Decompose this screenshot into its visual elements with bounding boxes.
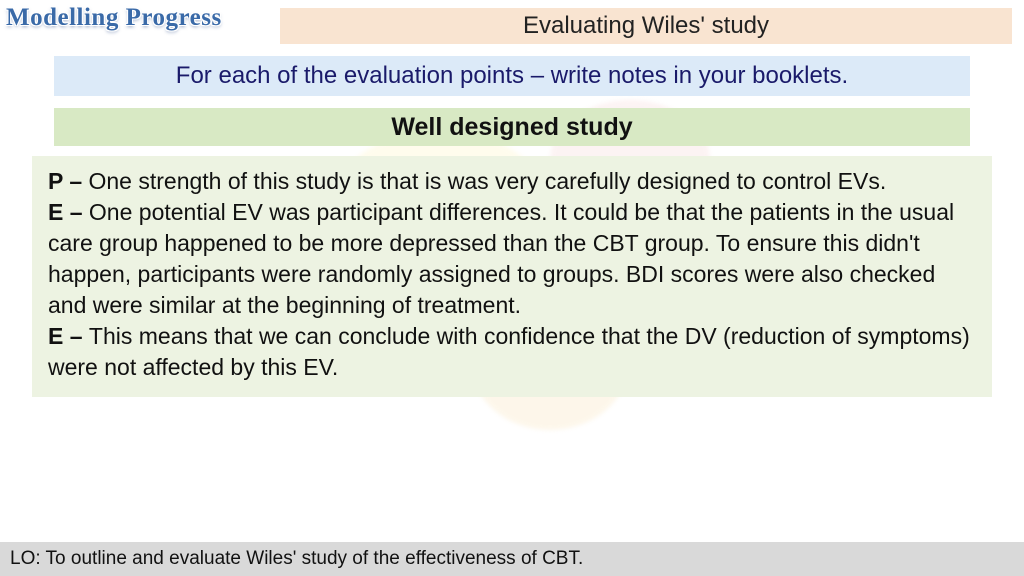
e2-text: This means that we can conclude with con… <box>48 323 970 380</box>
e1-text: One potential EV was participant differe… <box>48 199 954 318</box>
pee-evidence-1: E – One potential EV was participant dif… <box>48 197 976 321</box>
evaluation-body: P – One strength of this study is that i… <box>32 156 992 397</box>
p-label: P – <box>48 168 89 194</box>
e2-label: E – <box>48 323 89 349</box>
page-title: Evaluating Wiles' study <box>280 8 1012 44</box>
pee-evidence-2: E – This means that we can conclude with… <box>48 321 976 383</box>
pee-point: P – One strength of this study is that i… <box>48 166 976 197</box>
instruction-banner: For each of the evaluation points – writ… <box>54 56 970 96</box>
e1-label: E – <box>48 199 89 225</box>
learning-objective-footer: LO: To outline and evaluate Wiles' study… <box>0 542 1024 576</box>
logo: Modelling Progress <box>6 4 222 32</box>
p-text: One strength of this study is that is wa… <box>89 168 887 194</box>
subheading: Well designed study <box>54 108 970 146</box>
